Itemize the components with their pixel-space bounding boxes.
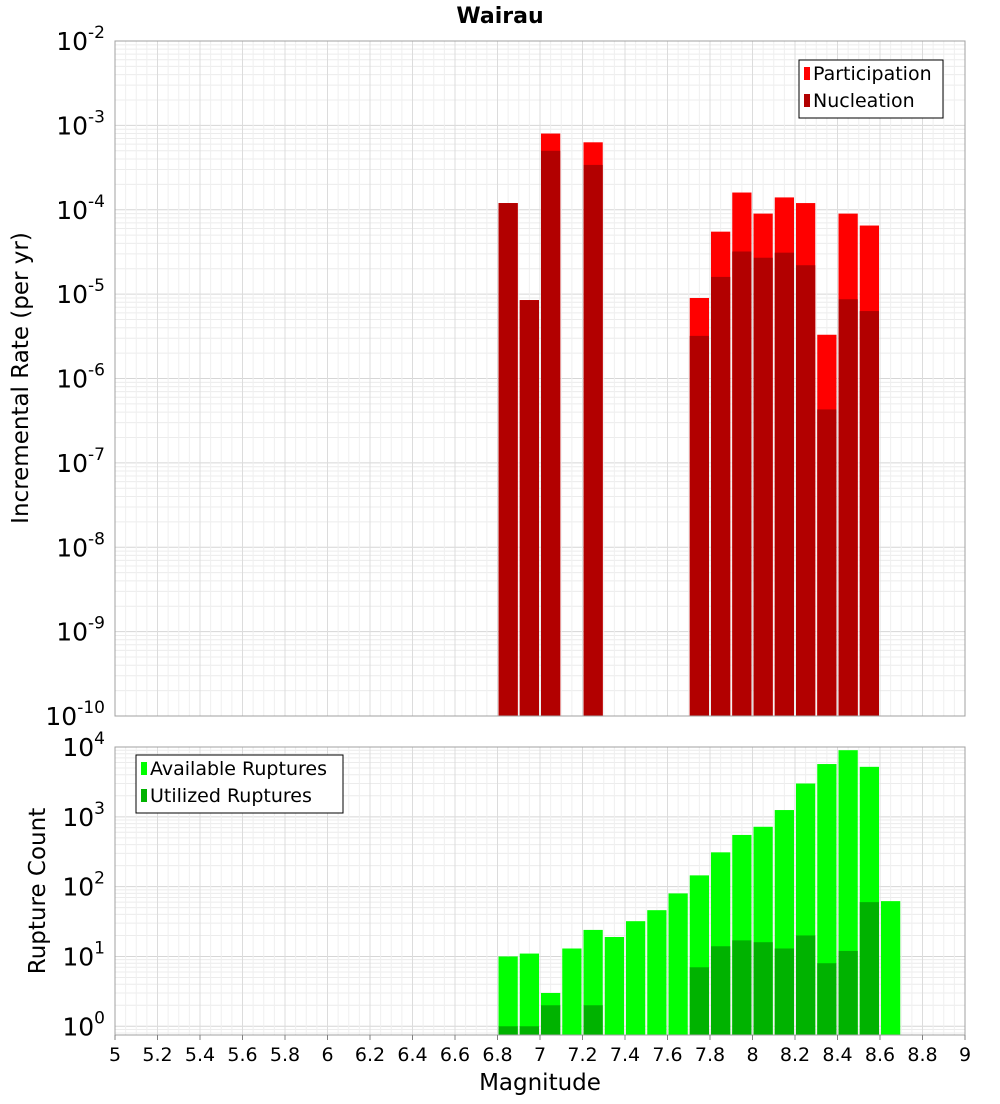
bottom-bar-s2 [838, 950, 858, 1035]
bottom-bar-s1 [562, 948, 582, 1035]
x-tick-label: 6.2 [355, 1044, 385, 1066]
top-bar-s2 [583, 164, 603, 716]
bottom-y-tick-label: 103 [62, 799, 105, 832]
top-y-tick-label: 10-9 [56, 614, 105, 647]
bottom-bar-s1 [519, 953, 539, 1035]
top-bar-s2 [817, 409, 837, 716]
top-y-tick-label: 10-4 [56, 192, 105, 225]
bottom-y-tick-label: 101 [62, 938, 105, 971]
bottom-bar-s2 [583, 1005, 603, 1035]
x-tick-label: 8.6 [865, 1044, 895, 1066]
bottom-legend-box [135, 754, 344, 814]
top-y-tick-label: 10-7 [56, 445, 105, 478]
x-tick-label: 7.4 [610, 1044, 640, 1066]
bottom-bar-s1 [881, 901, 901, 1035]
top-legend-swatch [804, 94, 810, 107]
top-y-tick-label: 10-6 [56, 361, 105, 394]
bottom-bar-s2 [859, 902, 879, 1035]
x-tick-label: 8 [746, 1044, 758, 1066]
bottom-bar-s1 [626, 921, 646, 1035]
top-y-tick-label: 10-2 [56, 23, 105, 56]
top-bar-s2 [796, 265, 816, 716]
bottom-legend-label: Available Ruptures [150, 758, 327, 780]
x-tick-label: 5.4 [185, 1044, 215, 1066]
bottom-y-tick-label: 100 [62, 1008, 105, 1041]
bottom-bar-s2 [689, 967, 709, 1035]
x-tick-label: 9 [959, 1044, 971, 1066]
x-tick-label: 8.4 [822, 1044, 852, 1066]
chart-title: Wairau [456, 4, 543, 29]
top-legend-swatch [804, 67, 810, 80]
x-tick-label: 6 [321, 1044, 333, 1066]
top-y-tick-label: 10-8 [56, 529, 105, 562]
bottom-legend-swatch [141, 762, 147, 775]
x-tick-label: 5 [109, 1044, 121, 1066]
x-tick-label: 6.6 [440, 1044, 470, 1066]
bottom-bar-s2 [541, 1005, 561, 1035]
top-plot-frame [114, 40, 966, 717]
bottom-bar-s2 [519, 1026, 539, 1035]
x-tick-label: 5.2 [142, 1044, 172, 1066]
bottom-bar-s2 [732, 940, 752, 1035]
bottom-panel: 104 103 102 101 100 Available Ruptures Utilize… [62, 729, 966, 1041]
bottom-legend-swatch [141, 789, 147, 802]
x-tick-label: 8.8 [907, 1044, 937, 1066]
bottom-bar-s2 [774, 948, 794, 1035]
bottom-y-tick-label: 104 [62, 729, 105, 762]
top-bar-s2 [498, 203, 518, 716]
bottom-bar-s1 [668, 893, 688, 1035]
top-legend-label: Nucleation [813, 90, 915, 112]
bottom-bar-s1 [498, 956, 518, 1035]
bottom-bar-s2 [711, 946, 731, 1035]
top-panel: 10-2 10-3 10-4 10-5 10-6 10-7 10-8 10-9 10-10 Par… [45, 23, 966, 731]
top-bar-s2 [689, 335, 709, 716]
bottom-bar-s1 [647, 910, 667, 1035]
bottom-y-tick-label: 102 [62, 869, 105, 902]
x-axis-label: Magnitude [479, 1070, 601, 1096]
bottom-bar-s2 [498, 1026, 518, 1035]
x-tick-label: 6.4 [397, 1044, 427, 1066]
top-y-tick-label: 10-10 [45, 698, 105, 731]
bottom-bar-s2 [796, 935, 816, 1035]
top-legend-label: Participation [813, 63, 932, 85]
top-bar-s2 [838, 299, 858, 716]
top-bar-s2 [711, 276, 731, 716]
x-tick-label: 7 [534, 1044, 546, 1066]
top-bar-s2 [519, 300, 539, 716]
bottom-bar-s1 [604, 936, 624, 1035]
x-tick-label: 7.6 [652, 1044, 682, 1066]
top-y-tick-label: 10-3 [56, 107, 105, 140]
top-bar-s2 [732, 251, 752, 716]
x-tick-label: 5.8 [270, 1044, 300, 1066]
bottom-bar-s2 [753, 942, 773, 1035]
x-tick-label: 6.8 [482, 1044, 512, 1066]
top-bar-s2 [753, 257, 773, 716]
bottom-legend-label: Utilized Ruptures [150, 785, 312, 807]
top-y-axis-label: Incremental Rate (per yr) [8, 232, 34, 524]
top-legend-box [798, 59, 944, 119]
top-bar-s2 [774, 252, 794, 716]
top-bar-s2 [541, 150, 561, 716]
x-tick-label: 7.2 [567, 1044, 597, 1066]
x-tick-label: 5.6 [227, 1044, 257, 1066]
top-y-tick-label: 10-5 [56, 276, 105, 309]
x-tick-label: 8.2 [780, 1044, 810, 1066]
bottom-bar-s2 [817, 963, 837, 1035]
x-tick-label: 7.8 [695, 1044, 725, 1066]
top-bar-s2 [859, 311, 879, 716]
bottom-y-axis-label: Rupture Count [25, 808, 51, 974]
